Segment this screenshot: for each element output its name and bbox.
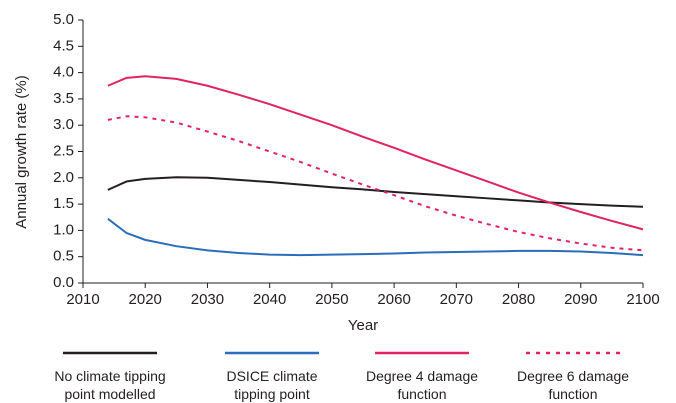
x-tick-label: 2020 bbox=[129, 291, 162, 308]
x-tick-label: 2080 bbox=[502, 291, 535, 308]
y-tick-label: 0.5 bbox=[53, 248, 74, 265]
y-tick-label: 2.5 bbox=[53, 142, 74, 159]
x-tick-label: 2010 bbox=[66, 291, 99, 308]
y-tick-label: 0.0 bbox=[53, 274, 74, 291]
y-axis-label: Annual growth rate (%) bbox=[13, 75, 30, 228]
legend-label: Degree 4 damage function bbox=[365, 368, 479, 402]
legend-label: No climate tipping point modelled bbox=[54, 368, 166, 402]
y-tick-label: 1.0 bbox=[53, 221, 74, 238]
x-axis-label: Year bbox=[348, 317, 378, 334]
y-tick-label: 1.5 bbox=[53, 195, 74, 212]
y-tick-label: 2.0 bbox=[53, 169, 74, 186]
y-tick-label: 5.0 bbox=[53, 11, 74, 28]
y-tick-label: 3.0 bbox=[53, 116, 74, 133]
y-tick-label: 4.0 bbox=[53, 64, 74, 81]
x-tick-label: 2050 bbox=[315, 291, 348, 308]
x-tick-label: 2060 bbox=[377, 291, 410, 308]
x-tick-label: 2040 bbox=[253, 291, 286, 308]
legend-label: Degree 6 damage function bbox=[516, 368, 630, 402]
y-tick-label: 3.5 bbox=[53, 90, 74, 107]
x-tick-label: 2030 bbox=[191, 291, 224, 308]
y-tick-label: 4.5 bbox=[53, 37, 74, 54]
series-line bbox=[107, 176, 644, 208]
x-tick-label: 2090 bbox=[564, 291, 597, 308]
x-tick-label: 2070 bbox=[440, 291, 473, 308]
x-tick-label: 2100 bbox=[626, 291, 659, 308]
series-line bbox=[107, 115, 644, 252]
legend-label: DSICE climate tipping point bbox=[226, 368, 318, 402]
series-line bbox=[107, 75, 644, 231]
series-line bbox=[107, 218, 644, 257]
